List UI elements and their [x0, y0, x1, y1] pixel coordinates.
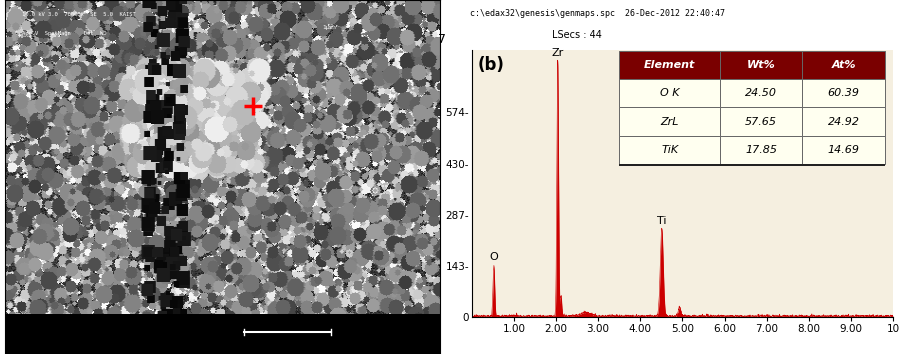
Text: 17.85: 17.85: [746, 144, 778, 155]
Bar: [720, 108, 802, 136]
Text: 10.0 kV 3.0  70000x  SE  5.0  KAIST: 10.0 kV 3.0 70000x SE 5.0 KAIST: [22, 12, 136, 17]
Bar: [802, 136, 885, 164]
Text: Element: Element: [644, 61, 695, 70]
Bar: [619, 79, 720, 108]
Text: TiK: TiK: [661, 144, 678, 155]
Bar: [5, 314, 440, 354]
Bar: [720, 136, 802, 164]
Text: 24.50: 24.50: [746, 88, 778, 98]
Bar: [619, 108, 720, 136]
Text: 7: 7: [438, 33, 446, 46]
Bar: [802, 79, 885, 108]
Text: 1μm: 1μm: [322, 25, 336, 30]
Bar: [619, 136, 720, 164]
Bar: [720, 51, 802, 79]
Text: 57.65: 57.65: [746, 116, 778, 126]
Text: 24.92: 24.92: [827, 116, 859, 126]
Text: Acc.V  SpotMagn    Det  WD: Acc.V SpotMagn Det WD: [22, 32, 106, 36]
Text: (a): (a): [16, 345, 44, 354]
Text: 14.69: 14.69: [827, 144, 859, 155]
Text: ZrL: ZrL: [660, 116, 679, 126]
Text: (b): (b): [478, 56, 505, 74]
Bar: [720, 79, 802, 108]
Text: Wt%: Wt%: [747, 61, 776, 70]
Text: Zr: Zr: [551, 48, 564, 58]
Text: LSecs : 44: LSecs : 44: [552, 30, 602, 40]
Bar: [619, 51, 720, 79]
Text: O: O: [489, 252, 498, 262]
Text: 60.39: 60.39: [827, 88, 859, 98]
Bar: [802, 108, 885, 136]
Text: c:\edax32\genesis\genmaps.spc  26-Dec-2012 22:40:47: c:\edax32\genesis\genmaps.spc 26-Dec-201…: [470, 9, 725, 18]
Text: At%: At%: [832, 61, 856, 70]
Bar: [619, 164, 885, 166]
Bar: [802, 51, 885, 79]
Text: O K: O K: [660, 88, 680, 98]
Text: Ti: Ti: [657, 216, 667, 226]
